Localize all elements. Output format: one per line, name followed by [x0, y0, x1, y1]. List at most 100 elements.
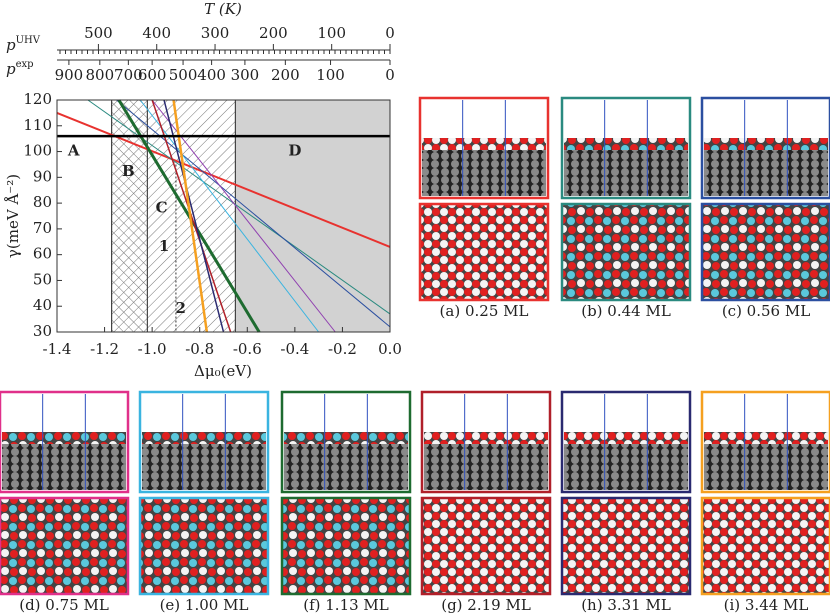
- region: [57, 100, 113, 332]
- x-tick-label: -0.6: [233, 340, 262, 358]
- panel: (h) 3.31 ML: [560, 390, 692, 614]
- series-line: [151, 99, 336, 333]
- panel-caption: (i) 3.44 ML: [724, 596, 809, 614]
- region-label: C: [156, 198, 168, 216]
- annotation: 2: [175, 299, 185, 317]
- p-exp-tick-label: 0: [385, 66, 395, 84]
- p-exp-tick-label: 500: [169, 66, 198, 84]
- t-tick-label: 400: [142, 24, 171, 42]
- p-exp-tick-label: 900: [55, 66, 84, 84]
- adsorbate-layer: [142, 432, 266, 444]
- top-view: [138, 496, 270, 596]
- top-view: [418, 202, 550, 302]
- t-tick-label: 200: [259, 24, 288, 42]
- adsorbate-layer: [564, 432, 688, 444]
- plot-frame: [56, 99, 391, 333]
- slab: [704, 150, 828, 196]
- adsorbate-layer: [284, 432, 408, 444]
- x-axis-title: Δμ₀(eV): [194, 362, 252, 380]
- panel: (g) 2.19 ML: [420, 390, 552, 614]
- panel-caption: (g) 2.19 ML: [441, 596, 531, 614]
- y-tick-label: 100: [23, 142, 52, 160]
- panel: (f) 1.13 ML: [280, 390, 412, 614]
- p-exp-tick-label: 400: [197, 66, 226, 84]
- slab: [284, 444, 408, 490]
- plot: [57, 100, 390, 332]
- top-view: [700, 202, 830, 302]
- y-tick-label: 90: [33, 167, 52, 185]
- region-label: B: [122, 162, 135, 180]
- region-label: D: [288, 142, 301, 160]
- slab: [704, 444, 828, 490]
- series-line: [172, 99, 209, 333]
- t-tick-label: 0: [385, 24, 395, 42]
- slab: [422, 150, 546, 196]
- slab: [564, 150, 688, 196]
- adsorbate-layer: [704, 432, 828, 444]
- panel-caption: (e) 1.00 ML: [160, 596, 249, 614]
- panel-caption: (f) 1.13 ML: [303, 596, 389, 614]
- series-line: [116, 99, 391, 328]
- adsorbate-layer: [424, 432, 548, 444]
- panel-caption: (b) 0.44 ML: [581, 302, 671, 320]
- t-tick-label: 100: [317, 24, 346, 42]
- slab: [2, 444, 126, 490]
- annotation: 1: [159, 237, 169, 255]
- x-tick-label: -0.2: [328, 340, 357, 358]
- slab: [142, 444, 266, 490]
- adsorbate-layer: [704, 138, 828, 150]
- y-axis-title: γ(meV Å⁻²): [4, 174, 22, 258]
- top-view: [280, 496, 412, 596]
- p-uhv-label: pUHV: [6, 35, 41, 55]
- y-tick-label: 60: [33, 245, 52, 263]
- adsorbate-layer: [422, 138, 546, 150]
- y-tick-label: 40: [33, 296, 52, 314]
- series-line: [163, 99, 225, 333]
- p-exp-tick-label: 700: [114, 66, 143, 84]
- x-tick-label: -1.2: [90, 340, 119, 358]
- panel-caption: (a) 0.25 ML: [440, 302, 529, 320]
- t-tick-label: 500: [84, 24, 113, 42]
- p-exp-tick-label: 200: [271, 66, 300, 84]
- x-tick-label: -1.4: [43, 340, 72, 358]
- x-tick-label: 0.0: [378, 340, 402, 358]
- series-line: [139, 99, 320, 333]
- y-tick-label: 120: [23, 90, 52, 108]
- panel-caption: (h) 3.31 ML: [581, 596, 671, 614]
- top-view: [560, 202, 692, 302]
- adsorbate-layer: [564, 138, 688, 150]
- adsorbate-layer: [2, 432, 126, 444]
- p-exp-tick-label: 600: [138, 66, 167, 84]
- panel: (a) 0.25 ML: [418, 96, 550, 320]
- p-exp-tick-label: 300: [231, 66, 260, 84]
- y-tick-label: 80: [33, 193, 52, 211]
- y-tick-label: 30: [33, 322, 52, 340]
- top-view: [560, 496, 692, 596]
- panel: (i) 3.44 ML: [700, 390, 830, 614]
- slab: [564, 444, 688, 490]
- panel: (b) 0.44 ML: [560, 96, 692, 320]
- x-tick-label: -1.0: [138, 340, 167, 358]
- panel: (d) 0.75 ML: [0, 390, 130, 614]
- p-exp-tick-label: 800: [85, 66, 114, 84]
- panel: (e) 1.00 ML: [138, 390, 270, 614]
- x-tick-label: -0.4: [280, 340, 309, 358]
- panel: (c) 0.56 ML: [700, 96, 830, 320]
- t-tick-label: 300: [201, 24, 230, 42]
- region: [111, 100, 148, 332]
- panel-caption: (c) 0.56 ML: [722, 302, 810, 320]
- slab: [424, 444, 548, 490]
- t-axis-title: T (K): [204, 0, 242, 18]
- p-exp-tick-label: 100: [316, 66, 345, 84]
- panel-caption: (d) 0.75 ML: [19, 596, 109, 614]
- y-tick-label: 110: [23, 116, 52, 134]
- region-label: A: [67, 142, 80, 160]
- x-tick-label: -0.8: [185, 340, 214, 358]
- p-exp-label: pexp: [6, 59, 34, 79]
- top-view: [420, 496, 552, 596]
- y-tick-label: 50: [33, 270, 52, 288]
- top-view: [700, 496, 830, 596]
- top-view: [0, 496, 130, 596]
- y-tick-label: 70: [33, 219, 52, 237]
